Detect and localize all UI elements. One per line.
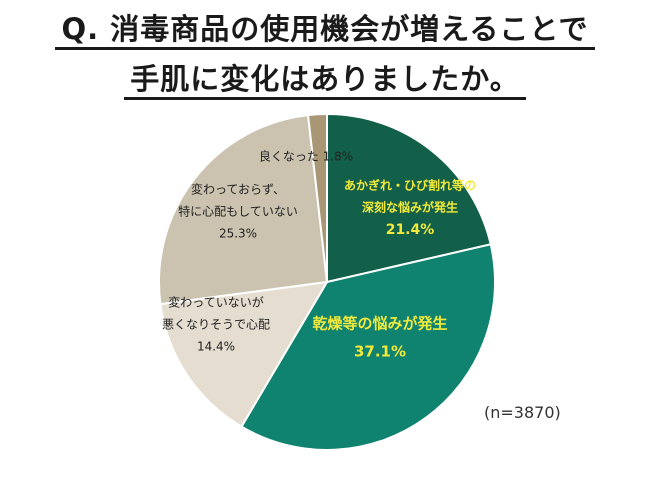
sample-size-note: (n=3870) [484, 403, 561, 422]
pie-slice-5 [306, 112, 328, 283]
slice-1-category-label: あかぎれ・ひび割れ等の [344, 178, 476, 193]
slice-3-category-label: 悪くなりそうで心配 [162, 318, 270, 332]
slice-2-category-label: 乾燥等の悩みが発生 [312, 315, 447, 333]
slice-3-value-label: 14.4% [197, 340, 235, 354]
slice-2-value-label: 37.1% [354, 343, 406, 361]
slice-3-category-label: 変わっていないが [168, 295, 263, 310]
pie-slice-1 [326, 112, 492, 284]
pie-slice-2 [240, 243, 496, 451]
slice-1-value-label: 21.4% [386, 222, 435, 238]
slice-5-category-label: 良くなった 1.8% [259, 149, 353, 164]
chart-title-line-2-text: 手肌に変化はありましたか。 [124, 62, 526, 100]
slice-4-value-label: 25.3% [219, 227, 257, 241]
slice-4-category-label: 特に心配もしていない [178, 204, 298, 219]
pie-slice-3 [159, 280, 329, 428]
slice-4-category-label: 変わっておらず、 [191, 182, 285, 197]
pie-slice-4 [158, 113, 329, 306]
chart-title-line-2: 手肌に変化はありましたか。 [0, 56, 650, 100]
slice-1-category-label: 深刻な悩みが発生 [362, 200, 458, 215]
chart-title-line-1: Q. 消毒商品の使用機会が増えることで [0, 6, 650, 50]
chart-title-line-1-text: Q. 消毒商品の使用機会が増えることで [55, 12, 595, 50]
